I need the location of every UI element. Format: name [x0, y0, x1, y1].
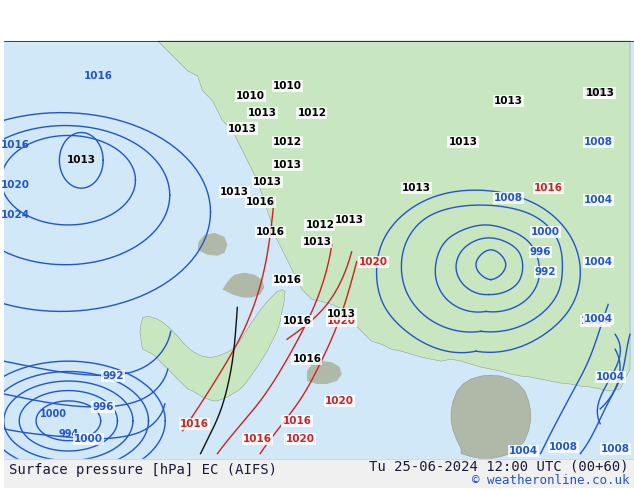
Text: 1004: 1004: [584, 315, 613, 324]
Polygon shape: [451, 375, 531, 459]
Text: 1013: 1013: [327, 309, 356, 319]
Text: 1013: 1013: [228, 123, 257, 133]
Text: Tu 25-06-2024 12:00 UTC (00+60): Tu 25-06-2024 12:00 UTC (00+60): [370, 460, 629, 473]
Text: 1008: 1008: [584, 137, 612, 147]
Text: 1013: 1013: [402, 183, 430, 193]
Text: 1016: 1016: [180, 419, 209, 429]
Text: 1013: 1013: [206, 475, 235, 486]
Text: Surface pressure [hPa] EC (AIFS): Surface pressure [hPa] EC (AIFS): [9, 464, 276, 477]
Text: 1012: 1012: [273, 137, 302, 147]
Text: 1000: 1000: [531, 227, 560, 237]
Text: 1016: 1016: [283, 317, 311, 326]
Text: 1008: 1008: [495, 193, 523, 203]
Text: 1016: 1016: [534, 183, 563, 193]
Text: 1016: 1016: [1, 141, 30, 150]
Text: 1024: 1024: [1, 210, 30, 220]
Text: 1013: 1013: [495, 96, 523, 106]
Polygon shape: [223, 272, 264, 297]
Text: 1013: 1013: [253, 177, 281, 187]
Text: © weatheronline.co.uk: © weatheronline.co.uk: [472, 474, 629, 487]
Text: 1013: 1013: [335, 215, 364, 225]
Text: 1013: 1013: [67, 155, 96, 165]
Text: 1000: 1000: [40, 409, 67, 419]
Text: 1020: 1020: [327, 317, 356, 326]
Text: 1020: 1020: [359, 257, 388, 267]
Text: 996: 996: [530, 247, 552, 257]
Text: 996: 996: [93, 402, 114, 412]
Text: 1020: 1020: [285, 434, 314, 443]
Text: 1013: 1013: [248, 108, 276, 118]
Bar: [4, 41, 634, 459]
Text: 1012: 1012: [297, 108, 327, 118]
Text: 1004: 1004: [584, 257, 613, 267]
Text: 1016: 1016: [273, 274, 302, 285]
Text: 1004: 1004: [595, 372, 624, 382]
Polygon shape: [140, 290, 285, 401]
Text: 1010: 1010: [236, 91, 265, 101]
Text: 1016: 1016: [84, 71, 113, 81]
Text: 1004: 1004: [584, 195, 613, 205]
Text: 1013: 1013: [584, 88, 612, 98]
Text: 1012: 1012: [306, 220, 334, 230]
Text: 1013: 1013: [302, 237, 332, 247]
Text: 1016: 1016: [256, 227, 285, 237]
Text: 1013: 1013: [586, 88, 615, 98]
Text: 1008: 1008: [549, 441, 578, 452]
Text: 1010: 1010: [273, 81, 302, 91]
Text: 994: 994: [58, 429, 79, 439]
Text: 1004: 1004: [509, 445, 538, 456]
Polygon shape: [198, 233, 228, 256]
Text: 1004: 1004: [581, 317, 610, 326]
Polygon shape: [307, 361, 342, 384]
Bar: [4, 459, 634, 489]
Text: 1016: 1016: [246, 197, 275, 207]
Text: 1020: 1020: [325, 396, 354, 406]
Polygon shape: [158, 41, 630, 391]
Text: 1008: 1008: [600, 443, 630, 454]
Text: 1020: 1020: [1, 180, 30, 190]
Text: 1013: 1013: [448, 137, 477, 147]
Text: 1013: 1013: [220, 187, 249, 197]
Text: 1016: 1016: [243, 434, 272, 443]
Text: 992: 992: [102, 371, 124, 381]
Text: 1000: 1000: [74, 434, 103, 443]
Text: 1016: 1016: [292, 354, 321, 364]
Text: 992: 992: [534, 267, 556, 277]
Text: 1013: 1013: [273, 160, 302, 171]
Text: 1016: 1016: [283, 416, 311, 426]
